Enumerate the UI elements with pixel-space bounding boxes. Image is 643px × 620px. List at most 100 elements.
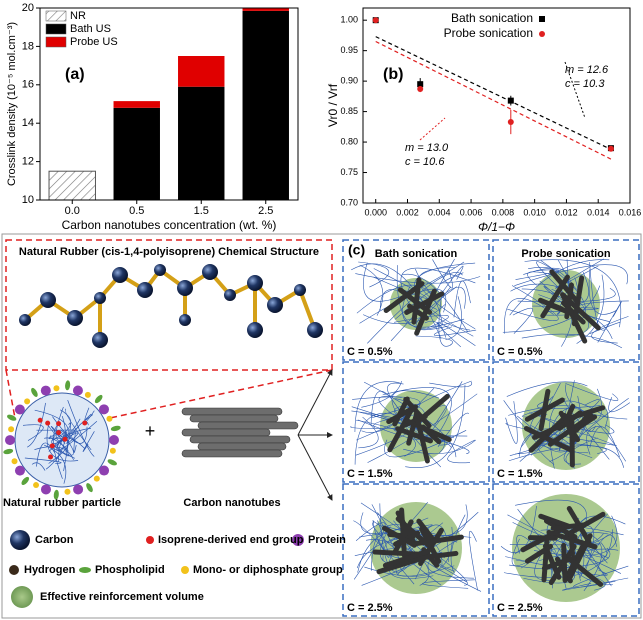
chain: [591, 316, 629, 344]
nanotube: [538, 388, 551, 432]
chain: [565, 384, 628, 420]
cell-box: [492, 483, 640, 617]
point: [607, 145, 614, 152]
bar: [178, 86, 225, 200]
surface-group: [14, 404, 25, 415]
chain: [565, 383, 619, 401]
x-tick-label: 0.006: [460, 207, 483, 217]
phospholipid: [94, 394, 103, 404]
y-tick-label: 16: [22, 79, 34, 91]
y-tick-label: 12: [22, 156, 34, 168]
chain: [515, 499, 587, 548]
panel-label: (a): [65, 66, 85, 83]
chain: [542, 307, 599, 313]
chain: [363, 261, 465, 302]
y-tick-label: 0.85: [340, 106, 358, 116]
zoom-line: [109, 369, 333, 419]
plot-frame: [362, 7, 631, 204]
legend-label: Phospholipid: [95, 564, 165, 576]
nanotube: [573, 409, 593, 433]
chain: [507, 514, 608, 558]
surface-group: [72, 385, 83, 396]
chain: [504, 298, 554, 334]
y-tick-label: 18: [22, 40, 34, 52]
nanotube: [404, 418, 452, 443]
legend-icon: [146, 536, 154, 544]
chain: [358, 416, 379, 449]
surface-group: [73, 484, 84, 495]
legend-label: Effective reinforcement volume: [40, 591, 204, 603]
chain: [502, 285, 601, 333]
chain: [440, 272, 464, 284]
nanotube: [382, 548, 431, 568]
nanotube: [540, 274, 570, 319]
atom: [19, 314, 31, 326]
cell-box: [342, 361, 490, 483]
atom: [307, 322, 323, 338]
surface-group: [8, 426, 15, 433]
chain: [413, 262, 476, 337]
phospholipid: [3, 448, 14, 455]
legend-icon: [10, 530, 30, 550]
chain: [529, 388, 603, 426]
decoration: Carbon Isoprene-derived end group Protein H…: [3, 264, 346, 608]
atom: [137, 282, 153, 298]
nanotube: [181, 407, 283, 416]
chain: [429, 381, 473, 388]
nanotube: [395, 426, 434, 444]
legend-label: Bath US: [70, 23, 111, 35]
y-tick-label: 0.75: [340, 167, 358, 177]
chain: [445, 296, 462, 340]
atom: [224, 289, 236, 301]
chain: [377, 520, 390, 558]
legend-label: Probe sonication: [444, 26, 533, 40]
chain: [415, 335, 453, 346]
bar: [242, 8, 289, 11]
fit-line: [375, 40, 612, 160]
nanotube: [569, 558, 604, 587]
annotation: c = 10.3: [565, 78, 605, 90]
chain: [354, 381, 400, 432]
cell-box: [492, 239, 640, 361]
nanotube: [197, 442, 287, 451]
legend-swatch: [45, 10, 67, 22]
atom: [202, 264, 218, 280]
chain: [24, 457, 62, 464]
phospholipid: [31, 387, 38, 397]
surface-group: [24, 398, 31, 405]
point: [417, 81, 424, 88]
y-tick-label: 0.95: [340, 45, 358, 55]
chain: [353, 520, 415, 585]
chain: [505, 401, 518, 444]
surface-group: [109, 447, 116, 454]
cell-box: [492, 361, 640, 483]
chain: [56, 421, 98, 451]
chain: [505, 556, 608, 576]
nanotube-label: Carbon nanotubes: [183, 497, 280, 509]
chain: [562, 577, 629, 591]
nanotube: [189, 435, 291, 444]
chain: [64, 408, 92, 451]
chain: [432, 259, 453, 289]
surface-group: [98, 404, 109, 415]
legend-label: Isoprene-derived end group: [158, 534, 304, 546]
nanotube: [395, 516, 432, 549]
chain: [391, 390, 442, 468]
chain: [415, 286, 457, 331]
cell-box: [342, 239, 490, 361]
plot-frame: [39, 7, 299, 201]
atom: [67, 310, 83, 326]
surface-group: [33, 482, 40, 489]
cell-label: C = 2.5%: [347, 602, 393, 614]
chain: [350, 426, 398, 429]
nanotube: [414, 393, 450, 425]
chain: [405, 384, 466, 468]
atom: [247, 275, 263, 291]
chain: [509, 417, 561, 457]
nanotube: [566, 533, 593, 582]
chain: [521, 382, 561, 447]
chain: [359, 288, 447, 324]
particle-label: Natural rubber particle: [3, 497, 121, 509]
chain: [557, 259, 578, 290]
